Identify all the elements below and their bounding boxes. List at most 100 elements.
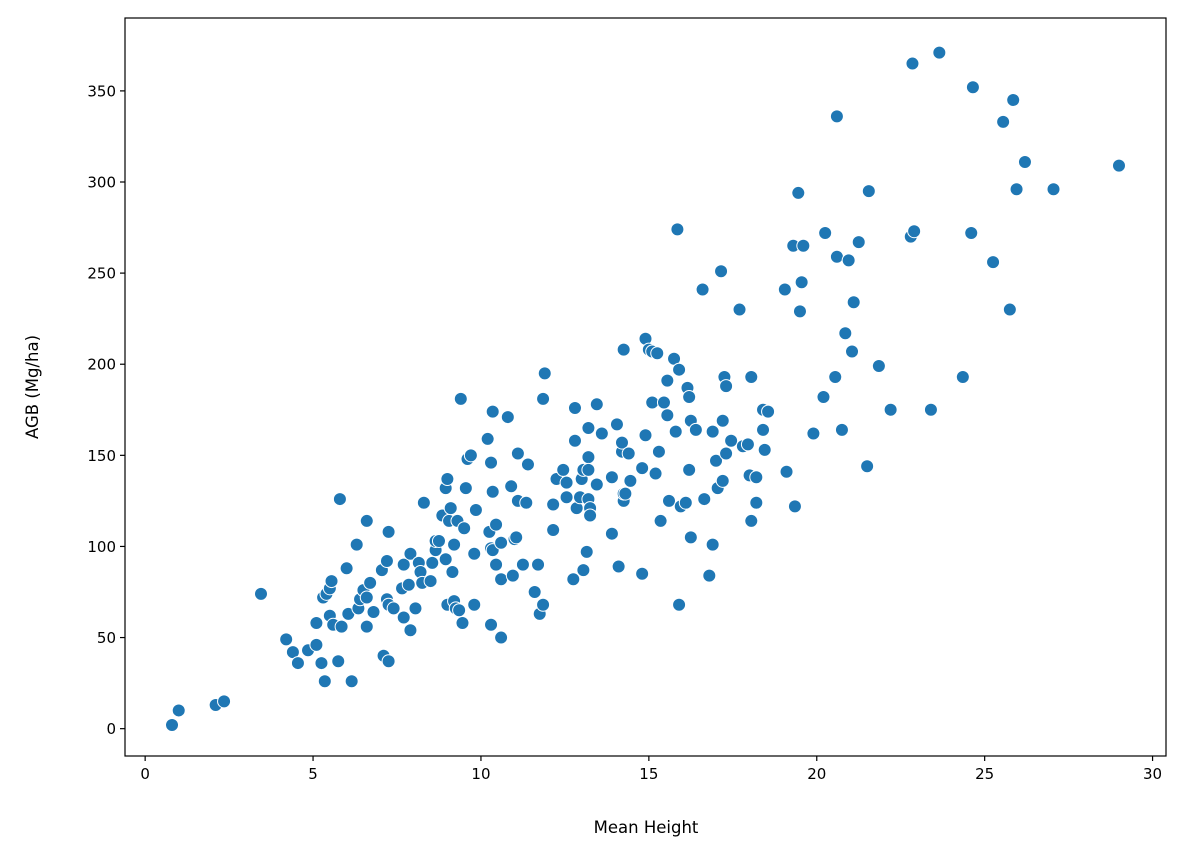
data-point (841, 253, 856, 268)
data-point (583, 508, 598, 523)
data-point (494, 630, 509, 645)
data-point (719, 446, 734, 461)
data-point (589, 477, 604, 492)
data-point (651, 444, 666, 459)
data-point (515, 557, 530, 572)
data-point (536, 597, 551, 612)
data-point (787, 499, 802, 514)
data-point (438, 552, 453, 567)
data-point (829, 109, 844, 124)
data-point (536, 391, 551, 406)
data-point (907, 224, 922, 239)
data-point (955, 369, 970, 384)
data-point (829, 249, 844, 264)
data-point (317, 674, 332, 689)
data-point (1006, 93, 1021, 107)
data-point (349, 537, 364, 552)
data-point (670, 222, 685, 237)
data-point (616, 342, 631, 357)
y-tick-label: 350 (87, 82, 116, 100)
data-point (381, 524, 396, 539)
data-point (359, 619, 374, 634)
data-point (1002, 302, 1017, 317)
data-point (964, 226, 979, 241)
data-point (715, 413, 730, 428)
data-point (594, 426, 609, 441)
x-tick-label: 30 (1143, 765, 1162, 783)
data-point (581, 462, 596, 477)
data-point (581, 450, 596, 465)
y-axis: 0 50 100 150 200 250 300 350 (87, 82, 125, 738)
data-point (309, 637, 324, 652)
data-point (359, 590, 374, 605)
data-point (662, 493, 677, 508)
data-point (463, 448, 478, 463)
data-point (609, 417, 624, 432)
data-point (697, 492, 712, 507)
data-point (1111, 158, 1126, 173)
data-point (217, 694, 232, 709)
data-point (314, 656, 329, 671)
data-point (416, 495, 431, 510)
x-axis-label: Mean Height (594, 818, 699, 837)
data-point (645, 395, 660, 410)
points-layer (165, 45, 1126, 733)
data-point (846, 295, 861, 310)
data-point (1017, 154, 1032, 169)
y-tick-label: 150 (87, 447, 116, 465)
data-point (932, 45, 947, 60)
data-point (339, 561, 354, 576)
data-point (485, 404, 500, 419)
data-point (443, 501, 458, 516)
data-point (468, 503, 483, 517)
data-point (403, 546, 418, 561)
data-point (440, 472, 455, 487)
data-point (484, 617, 499, 632)
data-point (396, 610, 411, 625)
data-point (705, 537, 720, 552)
data-point (635, 461, 650, 476)
data-point (714, 264, 729, 279)
data-point (777, 282, 792, 297)
data-point (510, 446, 525, 461)
x-tick-label: 10 (471, 765, 490, 783)
data-point (724, 433, 739, 448)
data-point (431, 533, 446, 548)
data-point (396, 557, 411, 572)
data-point (546, 523, 561, 538)
data-point (254, 586, 269, 601)
y-tick-label: 200 (87, 356, 116, 374)
data-point (756, 422, 771, 437)
data-point (702, 568, 717, 583)
data-point (794, 275, 809, 290)
data-point (695, 282, 710, 297)
data-point (279, 632, 294, 647)
data-point (650, 346, 665, 361)
data-point (614, 435, 629, 450)
data-point (851, 235, 866, 250)
data-point (611, 559, 626, 574)
data-point (556, 462, 571, 477)
y-tick-label: 100 (87, 538, 116, 556)
data-point (648, 466, 663, 481)
data-point (838, 326, 853, 341)
data-point (165, 718, 180, 733)
data-point (331, 654, 346, 669)
data-point (604, 470, 619, 485)
data-point (779, 464, 794, 479)
data-point (1046, 182, 1061, 197)
data-point (618, 486, 633, 501)
data-point (425, 555, 440, 570)
data-point (623, 473, 638, 488)
data-point (653, 513, 668, 528)
data-point (171, 703, 186, 718)
data-point (683, 530, 698, 545)
y-tick-label: 0 (106, 720, 116, 738)
data-point (467, 597, 482, 612)
data-point (453, 391, 468, 406)
data-point (757, 442, 772, 457)
data-point (500, 410, 515, 425)
data-point (792, 304, 807, 319)
x-axis: 0 5 10 15 20 25 30 (140, 756, 1162, 783)
